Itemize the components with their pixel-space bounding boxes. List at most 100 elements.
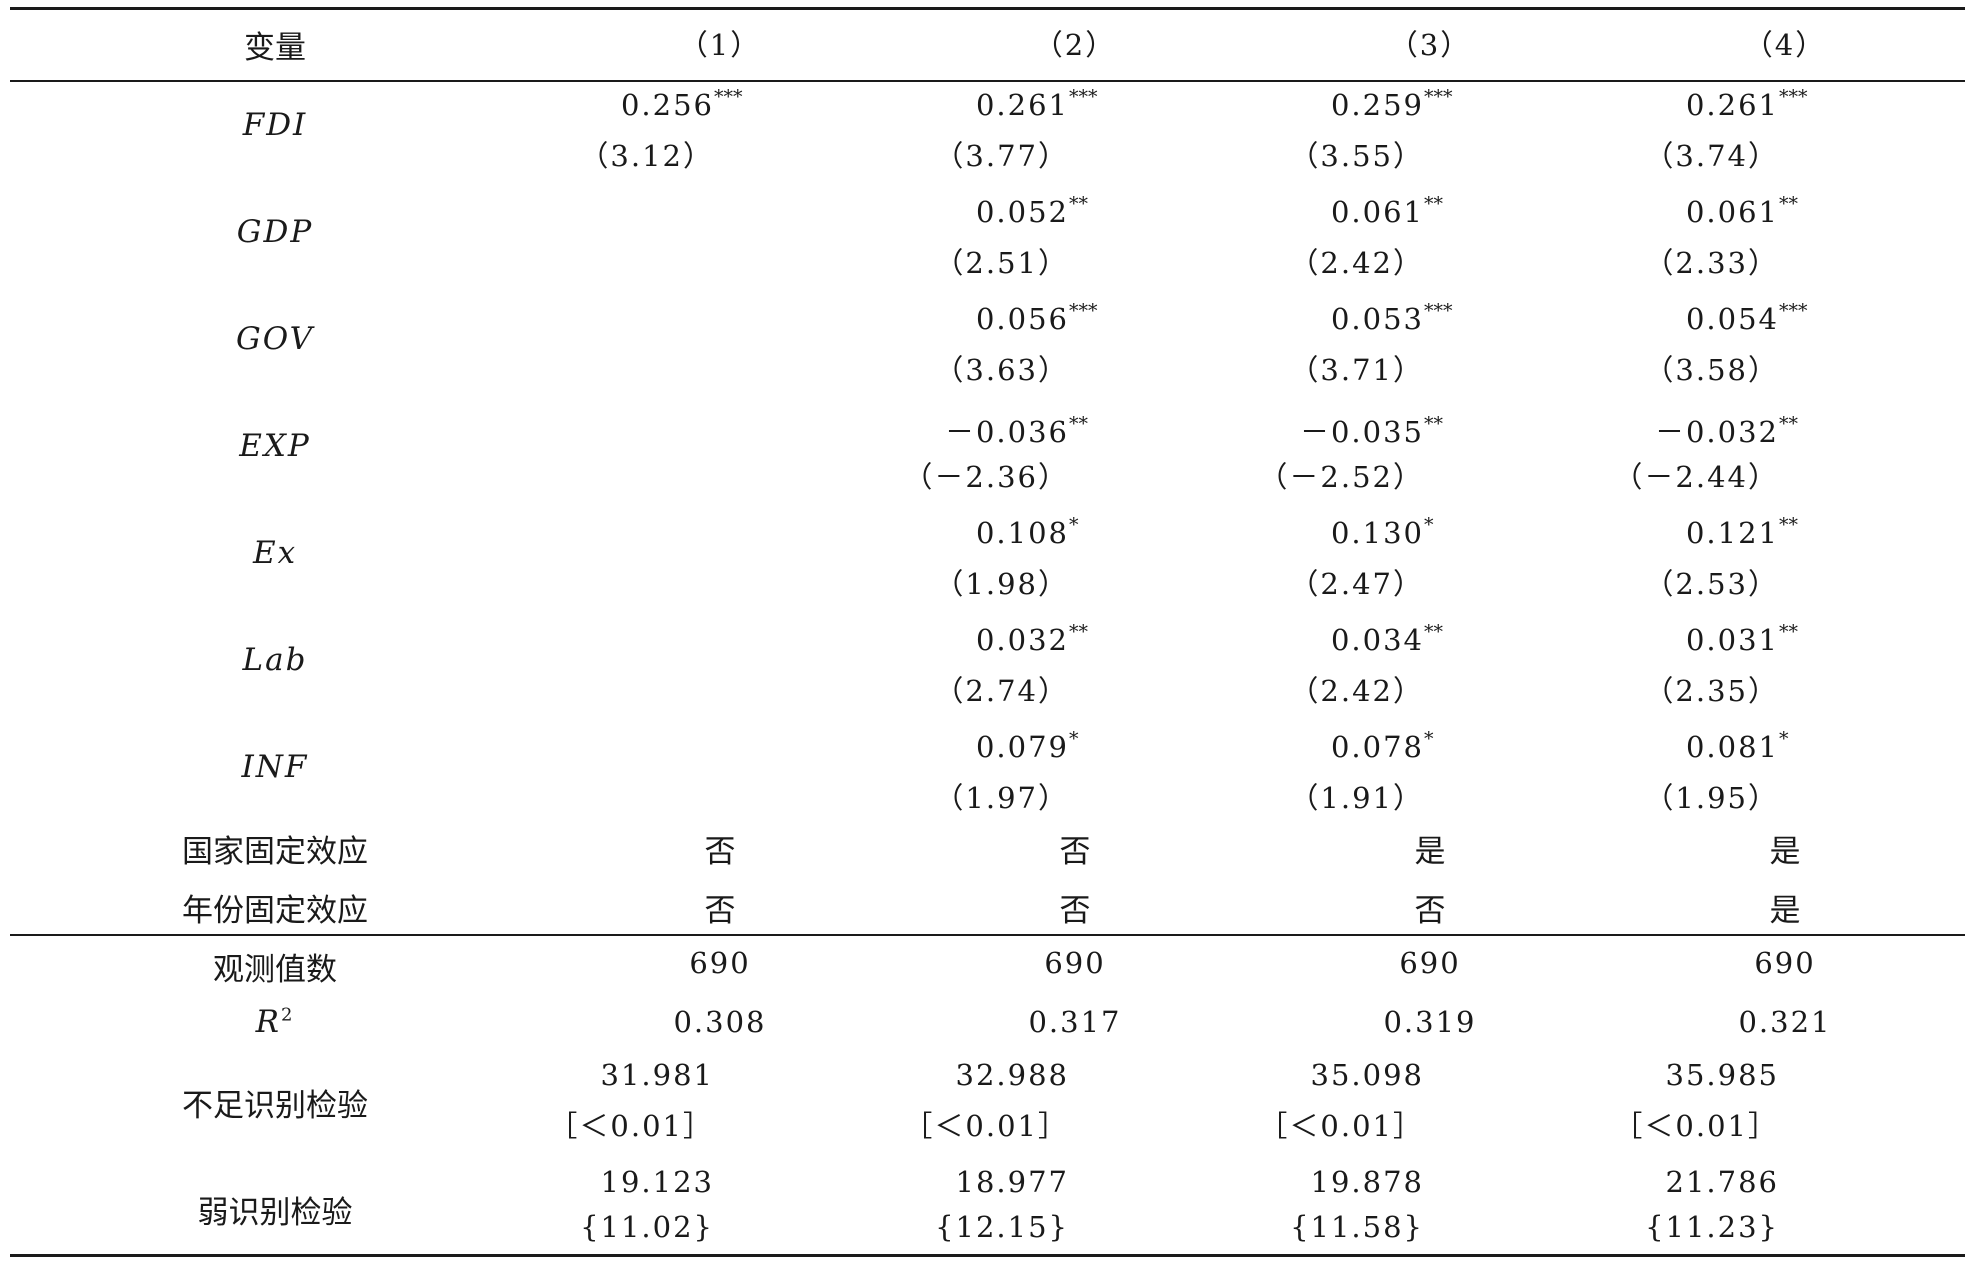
underid-p-4: ［＜0.01］ (1503, 1103, 1823, 1145)
significance-stars: *** (1069, 86, 1098, 108)
variable-label-gov: GOV (235, 321, 315, 357)
underid-stat-1: 31.981 (438, 1058, 758, 1092)
significance-stars: *** (714, 86, 743, 108)
header-variable: 变量 (244, 30, 306, 66)
coef-value: 0.053 (1330, 302, 1424, 336)
coef-value: 0.052 (975, 195, 1069, 229)
underid-value-4: 35.985 (1665, 1058, 1779, 1092)
t-stat-value: （2.33） (1644, 246, 1779, 280)
t-stat-cell: （2.42） (1148, 240, 1468, 282)
weakid-crit-value-4: {11.23} (1645, 1210, 1779, 1244)
significance-stars: ** (1779, 514, 1798, 536)
coef-cell: －0.036** (793, 409, 1113, 451)
coef-value: 0.032 (975, 623, 1069, 657)
t-stat-cell: （－2.36） (793, 454, 1113, 496)
header-col-2: （2） (1033, 28, 1117, 62)
significance-stars: *** (1424, 300, 1453, 322)
header-col-4: （4） (1743, 28, 1827, 62)
coef-value: －0.036 (944, 415, 1069, 449)
fe-year-3: 否 (1414, 893, 1446, 929)
fe-country-4: 是 (1769, 834, 1801, 870)
significance-stars: ** (1779, 621, 1798, 643)
significance-stars: ** (1424, 413, 1443, 435)
variable-label-gdp: GDP (236, 214, 314, 250)
t-stat-cell: （1.91） (1148, 775, 1468, 817)
significance-stars: *** (1779, 86, 1808, 108)
obs-4: 690 (1754, 946, 1816, 980)
r2-1: 0.308 (673, 1005, 767, 1039)
t-stat-value: （2.47） (1289, 567, 1424, 601)
weakid-crit-value-2: {12.15} (935, 1210, 1069, 1244)
t-stat-value: （－2.44） (1613, 460, 1779, 494)
weakid-stat-4: 21.786 (1503, 1165, 1823, 1199)
significance-stars: * (1779, 728, 1789, 750)
coef-value: 0.061 (1330, 195, 1424, 229)
coef-value: －0.032 (1654, 415, 1779, 449)
underid-stat-2: 32.988 (793, 1058, 1113, 1092)
coef-value: 0.079 (975, 730, 1069, 764)
significance-stars: ** (1779, 413, 1798, 435)
t-stat-cell: （3.71） (1148, 347, 1468, 389)
bottom-rule (10, 1254, 1965, 1257)
coef-value: 0.061 (1685, 195, 1779, 229)
significance-stars: *** (1069, 300, 1098, 322)
t-stat-value: （－2.36） (903, 460, 1069, 494)
t-stat-value: （2.51） (934, 246, 1069, 280)
t-stat-cell: （3.77） (793, 133, 1113, 175)
header-col-3: （3） (1388, 28, 1472, 62)
top-rule (10, 7, 1965, 10)
r2-label: R2 (120, 1004, 430, 1040)
coef-cell: 0.052** (793, 193, 1113, 229)
variable-label-lab: Lab (242, 642, 308, 678)
fe-country-label: 国家固定效应 (182, 834, 368, 870)
weakid-value-2: 18.977 (955, 1165, 1069, 1199)
t-stat-cell: （2.35） (1503, 668, 1823, 710)
fe-year-2: 否 (1059, 893, 1091, 929)
fe-country-2: 否 (1059, 834, 1091, 870)
coef-cell: 0.121** (1503, 514, 1823, 550)
coef-cell: 0.259*** (1148, 86, 1468, 122)
t-stat-cell: （3.58） (1503, 347, 1823, 389)
coef-value: 0.081 (1685, 730, 1779, 764)
fe-country-1: 否 (704, 834, 736, 870)
fe-year-label: 年份固定效应 (182, 893, 368, 929)
obs-3: 690 (1399, 946, 1461, 980)
t-stat-cell: （1.98） (793, 561, 1113, 603)
t-stat-value: （3.71） (1289, 353, 1424, 387)
underid-value-3: 35.098 (1310, 1058, 1424, 1092)
coef-value: 0.056 (975, 302, 1069, 336)
significance-stars: ** (1069, 621, 1088, 643)
coef-value: 0.256 (620, 88, 714, 122)
t-stat-value: （2.53） (1644, 567, 1779, 601)
coef-value: 0.259 (1330, 88, 1424, 122)
t-stat-cell: （2.74） (793, 668, 1113, 710)
t-stat-cell: （－2.44） (1503, 454, 1823, 496)
coef-value: 0.130 (1330, 516, 1424, 550)
t-stat-value: （1.97） (934, 781, 1069, 815)
t-stat-value: （3.74） (1644, 139, 1779, 173)
weakid-value-3: 19.878 (1310, 1165, 1424, 1199)
t-stat-value: （1.95） (1644, 781, 1779, 815)
coef-cell: 0.061** (1503, 193, 1823, 229)
coef-cell: －0.032** (1503, 409, 1823, 451)
t-stat-value: （3.77） (934, 139, 1069, 173)
coef-value: 0.031 (1685, 623, 1779, 657)
t-stat-value: （1.91） (1289, 781, 1424, 815)
header-col-1: （1） (678, 28, 762, 62)
significance-stars: ** (1069, 413, 1088, 435)
header-rule (10, 80, 1965, 82)
variable-label-exp: EXP (239, 428, 311, 464)
underid-value-1: 31.981 (600, 1058, 714, 1092)
coef-cell: 0.056*** (793, 300, 1113, 336)
coef-cell: －0.035** (1148, 409, 1468, 451)
t-stat-value: （3.12） (579, 139, 714, 173)
underid-stat-3: 35.098 (1148, 1058, 1468, 1092)
obs-label: 观测值数 (213, 952, 337, 988)
variable-label-inf: INF (241, 749, 309, 785)
significance-stars: ** (1779, 193, 1798, 215)
fe-country-3: 是 (1414, 834, 1446, 870)
t-stat-value: （3.58） (1644, 353, 1779, 387)
weakid-crit-4: {11.23} (1503, 1210, 1823, 1244)
middle-rule (10, 934, 1965, 936)
underid-p-value-2: ［＜0.01］ (903, 1109, 1069, 1143)
